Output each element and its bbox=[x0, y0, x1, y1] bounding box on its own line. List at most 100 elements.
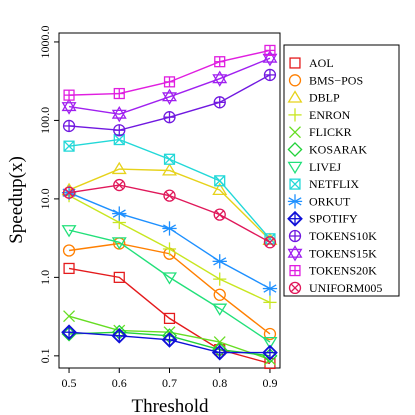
marker-shape bbox=[213, 208, 226, 221]
marker-shape bbox=[213, 336, 226, 348]
data-point bbox=[263, 295, 277, 309]
data-point bbox=[263, 327, 277, 341]
marker-shape bbox=[61, 98, 77, 112]
x-tick-label: 0.8 bbox=[212, 376, 227, 390]
marker-shape bbox=[289, 178, 301, 190]
data-point bbox=[111, 106, 127, 123]
data-point bbox=[262, 344, 278, 361]
legend-label: KOSARAK bbox=[309, 143, 367, 157]
marker-shape bbox=[214, 175, 226, 187]
legend-item: AOL bbox=[289, 56, 334, 70]
data-point bbox=[212, 254, 227, 269]
x-tick-label: 0.7 bbox=[162, 376, 177, 390]
y-tick-label: 1000.0 bbox=[38, 25, 52, 58]
legend-item: TOKENS15K bbox=[287, 245, 377, 262]
data-point bbox=[263, 236, 277, 249]
data-point bbox=[262, 281, 278, 296]
data-point bbox=[63, 140, 75, 152]
marker-shape bbox=[213, 288, 226, 301]
data-point bbox=[214, 175, 226, 187]
marker-shape bbox=[63, 262, 75, 275]
data-point bbox=[163, 189, 176, 202]
series-spotify bbox=[61, 324, 278, 361]
marker-shape bbox=[111, 106, 127, 119]
data-point bbox=[113, 178, 126, 192]
marker-shape bbox=[162, 272, 177, 285]
data-point bbox=[162, 163, 177, 176]
marker-shape bbox=[287, 245, 303, 258]
legend-label: ENRON bbox=[309, 108, 351, 122]
data-point bbox=[162, 88, 177, 105]
legend-label: SPOTIFY bbox=[309, 212, 358, 226]
x-axis-title: Threshold bbox=[131, 396, 209, 415]
legend-item: TOKENS20K bbox=[289, 264, 377, 278]
marker-shape bbox=[262, 336, 278, 350]
data-point bbox=[262, 336, 278, 350]
data-point bbox=[214, 56, 226, 68]
marker-shape bbox=[265, 237, 275, 247]
data-point bbox=[263, 68, 277, 82]
legend-marker bbox=[287, 210, 303, 227]
series-layer bbox=[61, 44, 278, 370]
data-point bbox=[162, 221, 177, 236]
data-point bbox=[61, 324, 77, 341]
y-tick-label: 100.0 bbox=[38, 107, 52, 134]
data-point bbox=[161, 331, 178, 348]
legend-label: TOKENS10K bbox=[309, 229, 377, 243]
data-point bbox=[63, 262, 75, 275]
data-point bbox=[212, 303, 228, 316]
data-point bbox=[113, 87, 125, 100]
data-point bbox=[62, 244, 76, 257]
data-point bbox=[112, 206, 127, 221]
y-tick-label: 1.0 bbox=[38, 270, 52, 285]
series-line bbox=[68, 229, 271, 343]
legend-item: FLICKR bbox=[289, 125, 352, 139]
legend-label: AOL bbox=[309, 56, 334, 70]
marker-shape bbox=[61, 225, 77, 238]
marker-shape bbox=[287, 90, 303, 103]
marker-shape bbox=[64, 188, 74, 197]
legend: AOL BMS−POS DBLP ENRON FLICKR KOSARAK LIVEJ NET… bbox=[283, 44, 400, 297]
marker-shape bbox=[63, 140, 75, 152]
data-point bbox=[212, 182, 228, 196]
legend-marker bbox=[289, 178, 301, 190]
legend-marker bbox=[287, 161, 303, 175]
y-axis-title: Speedup(x) bbox=[6, 156, 27, 244]
marker-shape bbox=[162, 88, 177, 102]
data-point bbox=[113, 271, 125, 283]
y-axis: 0.1 1.0 10.0 100.0 1000.0 bbox=[38, 25, 59, 363]
y-tick-label: 10.0 bbox=[38, 188, 52, 209]
legend-item: ENRON bbox=[288, 108, 351, 122]
marker-shape bbox=[111, 161, 127, 175]
marker-shape bbox=[62, 244, 76, 257]
data-point bbox=[212, 70, 228, 87]
marker-shape bbox=[162, 92, 177, 105]
marker-shape bbox=[212, 70, 228, 84]
marker-shape bbox=[288, 281, 302, 295]
series-tokens15k bbox=[61, 50, 278, 123]
data-point bbox=[63, 310, 76, 323]
series-enron bbox=[62, 189, 277, 309]
marker-shape bbox=[215, 210, 225, 219]
series-line bbox=[69, 49, 271, 96]
marker-shape bbox=[289, 126, 301, 139]
data-point bbox=[163, 111, 176, 124]
legend-item: ORKUT bbox=[287, 194, 351, 209]
marker-shape bbox=[214, 175, 226, 187]
legend-label: TOKENS20K bbox=[309, 264, 377, 278]
x-axis: 0.5 0.6 0.7 0.8 0.9 bbox=[62, 368, 277, 390]
series-tokens20k bbox=[63, 44, 276, 101]
marker-shape bbox=[62, 186, 76, 199]
series-livej bbox=[61, 225, 278, 350]
marker-shape bbox=[113, 178, 126, 192]
series-line bbox=[68, 57, 271, 115]
marker-shape bbox=[290, 283, 300, 293]
series-line bbox=[68, 168, 271, 241]
marker-shape bbox=[163, 189, 176, 202]
series-netflix bbox=[63, 133, 276, 245]
marker-shape bbox=[289, 178, 301, 190]
data-point bbox=[111, 161, 127, 175]
legend-box bbox=[283, 44, 400, 297]
marker-shape bbox=[264, 233, 276, 245]
